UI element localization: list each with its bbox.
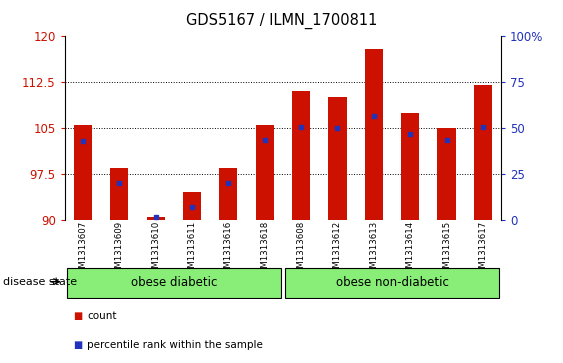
Bar	[183, 192, 201, 220]
Bar	[292, 91, 310, 220]
Text: count: count	[87, 311, 117, 321]
Text: GSM1313609: GSM1313609	[115, 221, 124, 279]
Text: GSM1313616: GSM1313616	[224, 221, 233, 279]
Text: GSM1313608: GSM1313608	[297, 221, 306, 279]
Bar	[219, 168, 238, 220]
Text: GSM1313610: GSM1313610	[151, 221, 160, 279]
Text: GSM1313618: GSM1313618	[260, 221, 269, 279]
FancyBboxPatch shape	[66, 269, 281, 298]
Text: ■: ■	[73, 340, 82, 350]
Bar	[401, 113, 419, 220]
Text: GSM1313613: GSM1313613	[369, 221, 378, 279]
Text: GDS5167 / ILMN_1700811: GDS5167 / ILMN_1700811	[186, 13, 377, 29]
Bar	[256, 125, 274, 220]
Bar	[365, 49, 383, 220]
Bar	[74, 125, 92, 220]
Text: GSM1313614: GSM1313614	[406, 221, 415, 279]
Bar	[110, 168, 128, 220]
Text: obese diabetic: obese diabetic	[131, 276, 217, 289]
Text: GSM1313617: GSM1313617	[479, 221, 488, 279]
Bar	[474, 85, 492, 220]
Text: GSM1313612: GSM1313612	[333, 221, 342, 279]
Text: GSM1313607: GSM1313607	[78, 221, 87, 279]
Bar	[146, 217, 165, 220]
Text: percentile rank within the sample: percentile rank within the sample	[87, 340, 263, 350]
FancyBboxPatch shape	[285, 269, 499, 298]
Bar	[437, 128, 455, 220]
Text: obese non-diabetic: obese non-diabetic	[336, 276, 448, 289]
Text: disease state: disease state	[3, 277, 77, 287]
Text: ■: ■	[73, 311, 82, 321]
Bar	[328, 97, 347, 220]
Text: GSM1313615: GSM1313615	[442, 221, 451, 279]
Text: GSM1313611: GSM1313611	[187, 221, 196, 279]
